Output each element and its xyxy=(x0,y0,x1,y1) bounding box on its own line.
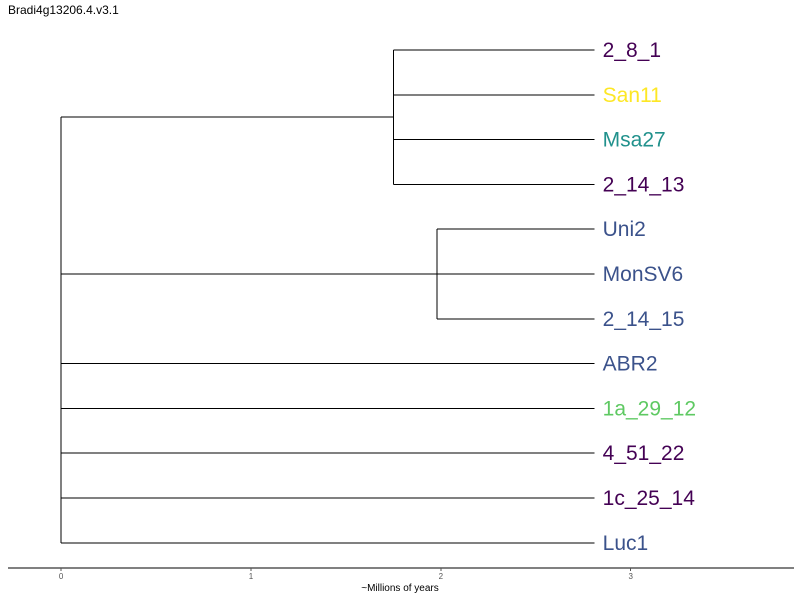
leaf-labels: 2_8_1 San11 Msa27 2_14_13 Uni2 MonSV6 2_14_15 A… xyxy=(603,39,696,555)
x-tick-label-1: 1 xyxy=(249,572,254,581)
leaf-label-9: 4_51_22 xyxy=(603,442,685,465)
leaf-label-8: 1a_29_12 xyxy=(603,397,696,420)
leaf-label-7: ABR2 xyxy=(603,353,658,376)
leaf-label-2: Msa27 xyxy=(603,129,666,152)
leaf-label-11: Luc1 xyxy=(603,532,649,555)
leaf-label-5: MonSV6 xyxy=(603,263,684,286)
leaf-label-10: 1c_25_14 xyxy=(603,487,696,510)
x-tick-label-3: 3 xyxy=(628,572,633,581)
tree-branches xyxy=(60,49,595,544)
leaf-label-6: 2_14_15 xyxy=(603,308,685,331)
x-axis-label: ~Millions of years xyxy=(361,583,439,594)
leaf-label-3: 2_14_13 xyxy=(603,173,685,196)
x-tick-label-2: 2 xyxy=(439,572,444,581)
leaf-label-0: 2_8_1 xyxy=(603,39,661,62)
x-tick-label-0: 0 xyxy=(59,572,64,581)
leaf-label-1: San11 xyxy=(603,84,662,107)
leaf-label-4: Uni2 xyxy=(603,218,646,241)
chart-title: Bradi4g13206.4.v3.1 xyxy=(8,3,119,17)
x-axis: 0 1 2 3 xyxy=(8,567,794,581)
